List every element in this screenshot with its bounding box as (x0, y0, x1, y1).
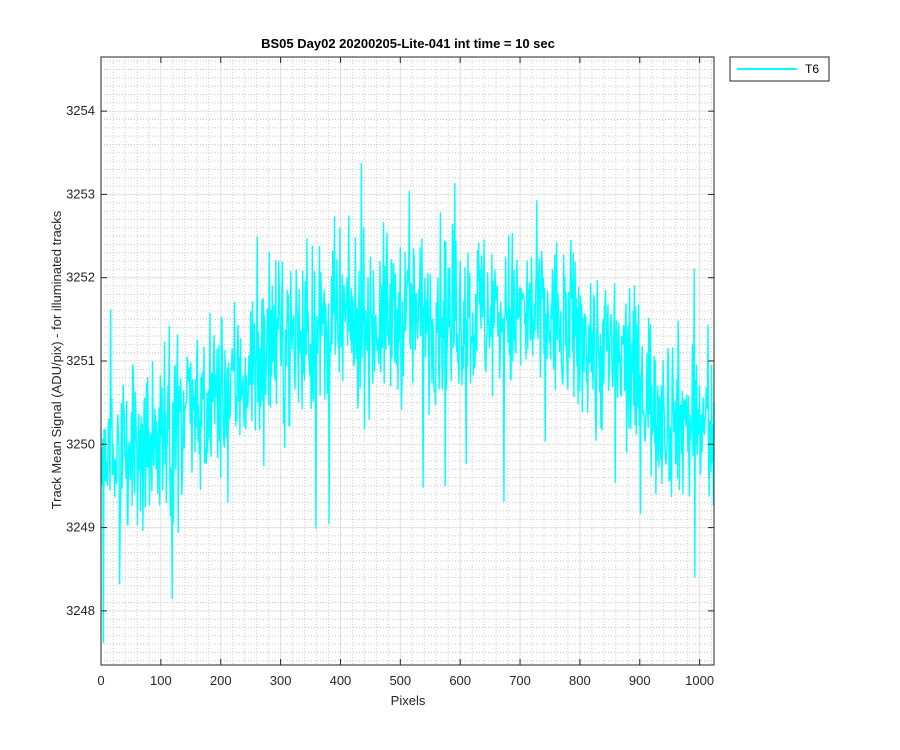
legend: T6 (729, 56, 830, 82)
y-tick-label: 3250 (66, 436, 95, 451)
y-tick-label: 3249 (66, 520, 95, 535)
x-tick-label: 500 (389, 673, 411, 688)
x-tick-label: 900 (629, 673, 651, 688)
x-tick-label: 200 (210, 673, 232, 688)
x-tick-label: 1000 (685, 673, 714, 688)
legend-label-t6: T6 (805, 62, 819, 76)
series-layer (100, 163, 715, 644)
y-tick-label: 3252 (66, 270, 95, 285)
y-tick-label: 3253 (66, 186, 95, 201)
x-tick-label: 400 (330, 673, 352, 688)
y-axis-label: Track Mean Signal (ADU/pix) - for illumi… (49, 210, 64, 509)
x-tick-label: 100 (150, 673, 172, 688)
y-tick-labels: 3248 3249 3250 3251 3252 3253 3254 (66, 103, 95, 618)
x-axis-label: Pixels (391, 693, 426, 708)
x-tick-label: 300 (270, 673, 292, 688)
x-tick-label: 700 (509, 673, 531, 688)
series-line-t6 (100, 163, 715, 644)
x-tick-labels: 0 100 200 300 400 500 600 700 800 900 1000 (97, 673, 714, 688)
y-tick-label: 3248 (66, 603, 95, 618)
axis-ticks (100, 57, 714, 665)
x-tick-label: 800 (569, 673, 591, 688)
chart-title: BS05 Day02 20200205-Lite-041 int time = … (261, 36, 555, 51)
y-tick-label: 3251 (66, 353, 95, 368)
y-tick-label: 3254 (66, 103, 95, 118)
x-tick-label: 600 (449, 673, 471, 688)
x-tick-label: 0 (97, 673, 104, 688)
